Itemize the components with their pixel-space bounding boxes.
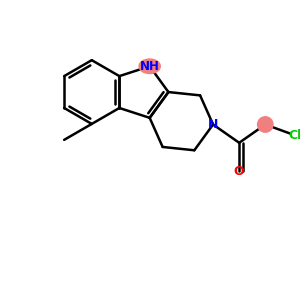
Text: Cl: Cl	[289, 129, 300, 142]
Ellipse shape	[139, 59, 160, 74]
Text: N: N	[208, 118, 218, 131]
Circle shape	[258, 117, 273, 132]
Text: O: O	[234, 165, 244, 178]
Text: NH: NH	[140, 60, 160, 73]
